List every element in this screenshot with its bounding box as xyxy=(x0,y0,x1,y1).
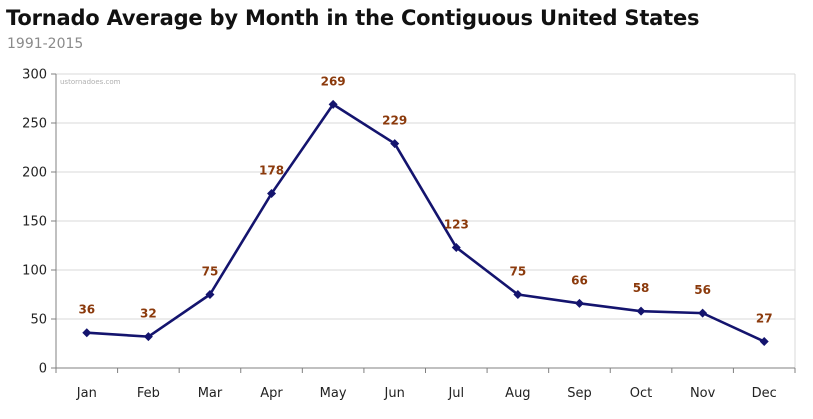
data-label: 123 xyxy=(444,217,469,231)
x-tick-label: Aug xyxy=(505,386,530,401)
x-axis-ticks: Jan Feb Mar Apr May Jun Jul Aug Sep Oct Nov Dec xyxy=(76,386,777,401)
gridlines xyxy=(56,73,796,368)
x-tick-label: Oct xyxy=(630,386,652,401)
x-tick-label: Dec xyxy=(752,386,777,401)
watermark-text: ustornadoes.com xyxy=(60,78,121,86)
y-axis-ticks: 0 50 100 150 200 250 300 xyxy=(22,68,47,377)
y-tick-label: 50 xyxy=(30,313,47,328)
data-point xyxy=(451,242,461,252)
data-label: 66 xyxy=(571,273,588,287)
x-tick-label: Mar xyxy=(198,386,223,401)
x-tick-label: Apr xyxy=(260,386,283,401)
x-tick-label: Feb xyxy=(137,386,160,401)
data-point xyxy=(759,337,769,347)
data-label: 178 xyxy=(259,164,284,178)
x-tick-label: Jul xyxy=(447,386,464,401)
axes xyxy=(51,73,796,373)
data-label: 75 xyxy=(510,265,527,279)
data-point xyxy=(574,298,584,308)
data-point xyxy=(143,332,153,342)
data-point xyxy=(205,290,215,299)
data-point xyxy=(636,306,646,316)
data-point xyxy=(698,308,708,318)
data-label: 36 xyxy=(78,303,95,317)
data-point xyxy=(513,290,523,299)
data-point xyxy=(267,189,277,199)
data-label: 229 xyxy=(382,114,407,128)
x-tick-label: Nov xyxy=(690,386,716,401)
x-tick-label: Sep xyxy=(567,386,592,401)
data-label: 269 xyxy=(321,74,346,88)
y-tick-label: 300 xyxy=(22,68,47,83)
y-tick-label: 100 xyxy=(22,264,47,279)
x-tick-label: Jan xyxy=(76,386,97,401)
data-label: 32 xyxy=(140,307,157,321)
y-tick-label: 150 xyxy=(22,215,47,230)
chart-subtitle: 1991-2015 xyxy=(7,36,84,52)
series-line-group xyxy=(86,103,765,343)
y-tick-label: 0 xyxy=(39,362,47,377)
data-label: 27 xyxy=(756,312,773,326)
x-tick-label: Jun xyxy=(384,386,405,401)
data-label: 58 xyxy=(633,281,650,295)
series-line xyxy=(86,103,765,343)
data-point xyxy=(328,99,338,109)
data-point xyxy=(390,139,400,149)
chart-title: Tornado Average by Month in the Contiguo… xyxy=(6,6,700,30)
data-markers xyxy=(82,99,769,347)
data-point xyxy=(82,328,92,338)
y-tick-label: 200 xyxy=(22,166,47,181)
y-tick-label: 250 xyxy=(22,117,47,132)
data-label: 75 xyxy=(202,265,219,279)
data-labels: 36 32 75 178 269 229 123 75 66 58 56 27 xyxy=(78,74,772,325)
x-tick-label: May xyxy=(320,386,347,401)
data-label: 56 xyxy=(694,283,711,297)
